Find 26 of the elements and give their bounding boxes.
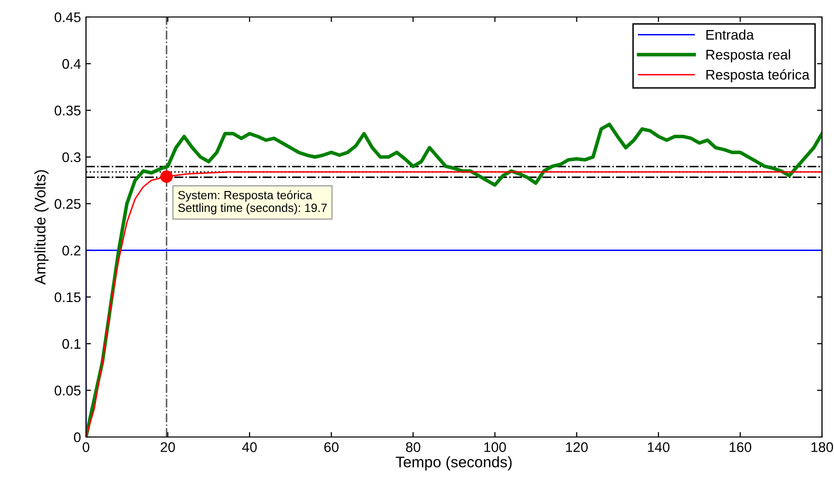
x-tick-label: 0 [82, 442, 90, 452]
x-tick-label: 160 [730, 442, 752, 452]
legend-label: Entrada [706, 30, 754, 40]
y-tick-label: 0.1 [62, 339, 80, 349]
x-tick-label: 40 [242, 442, 257, 452]
x-tick-label: 20 [160, 442, 175, 452]
x-tick-label: 80 [406, 442, 420, 452]
y-tick-label: 0.4 [62, 59, 81, 69]
annotation: System: Resposta teórica Settling time (seconds): 19.7 [178, 190, 327, 214]
legend-label: Resposta teórica [706, 69, 810, 82]
x-tick-label: 180 [811, 442, 834, 452]
y-tick-label: 0.3 [62, 152, 81, 162]
y-tick-label: 0.15 [54, 292, 81, 302]
y-tick-label: 0.2 [62, 246, 80, 256]
x-tick-label: 60 [324, 442, 339, 452]
y-tick-label: 0.05 [54, 386, 81, 396]
x-tick-label: 100 [484, 442, 506, 452]
y-tick-label: 0.45 [54, 12, 81, 22]
y-axis-title: Amplitude (Volts) [34, 170, 49, 285]
y-tick-label: 0.35 [54, 106, 81, 116]
x-tick-label: 120 [566, 442, 588, 452]
x-axis-title: Tempo (seconds) [396, 456, 512, 470]
x-tick-label: 140 [648, 442, 670, 452]
y-tick-label: 0 [74, 432, 81, 442]
legend-label: Resposta real [706, 49, 790, 62]
y-tick-label: 0.25 [54, 199, 81, 209]
